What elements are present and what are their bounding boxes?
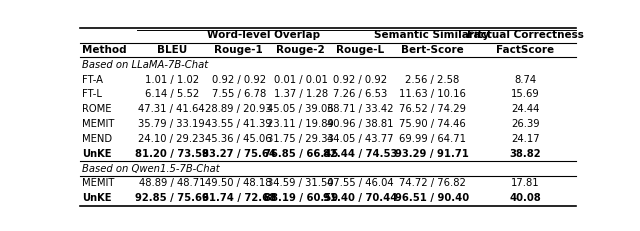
Text: 24.17: 24.17	[511, 134, 540, 144]
Text: Method: Method	[83, 45, 127, 55]
Text: 43.55 / 41.39: 43.55 / 41.39	[205, 119, 272, 129]
Text: FT-A: FT-A	[83, 75, 104, 85]
Text: 93.29 / 91.71: 93.29 / 91.71	[396, 149, 469, 159]
Text: 74.72 / 76.82: 74.72 / 76.82	[399, 178, 465, 188]
Text: Semantic Similarity: Semantic Similarity	[374, 30, 490, 40]
Text: 2.56 / 2.58: 2.56 / 2.58	[405, 75, 460, 85]
Text: 47.55 / 46.04: 47.55 / 46.04	[327, 178, 394, 188]
Text: Factual Correctness: Factual Correctness	[467, 30, 584, 40]
Text: 24.10 / 29.23: 24.10 / 29.23	[138, 134, 205, 144]
Text: 8.74: 8.74	[514, 75, 536, 85]
Text: 91.74 / 72.68: 91.74 / 72.68	[202, 193, 276, 203]
Text: 44.05 / 43.77: 44.05 / 43.77	[327, 134, 394, 144]
Text: 38.82: 38.82	[509, 149, 541, 159]
Text: 17.81: 17.81	[511, 178, 540, 188]
Text: Bert-Score: Bert-Score	[401, 45, 463, 55]
Text: MEMIT: MEMIT	[83, 178, 115, 188]
Text: 38.71 / 33.42: 38.71 / 33.42	[327, 104, 394, 114]
Text: MEMIT: MEMIT	[83, 119, 115, 129]
Text: Word-level Overlap: Word-level Overlap	[207, 30, 320, 40]
Text: 31.75 / 29.33: 31.75 / 29.33	[268, 134, 334, 144]
Text: 0.01 / 0.01: 0.01 / 0.01	[274, 75, 328, 85]
Text: 48.89 / 48.71: 48.89 / 48.71	[138, 178, 205, 188]
Text: 15.69: 15.69	[511, 89, 540, 99]
Text: Based on Qwen1.5-7B-Chat: Based on Qwen1.5-7B-Chat	[83, 164, 220, 173]
Text: 69.99 / 64.71: 69.99 / 64.71	[399, 134, 466, 144]
Text: 34.59 / 31.50: 34.59 / 31.50	[268, 178, 334, 188]
Text: UnKE: UnKE	[83, 193, 112, 203]
Text: ROME: ROME	[83, 104, 112, 114]
Text: Rouge-L: Rouge-L	[336, 45, 384, 55]
Text: Rouge-1: Rouge-1	[214, 45, 263, 55]
Text: Based on LLaMA-7B-Chat: Based on LLaMA-7B-Chat	[83, 60, 209, 70]
Text: 91.40 / 70.44: 91.40 / 70.44	[323, 193, 397, 203]
Text: 96.51 / 90.40: 96.51 / 90.40	[395, 193, 469, 203]
Text: 92.85 / 75.66: 92.85 / 75.66	[135, 193, 209, 203]
Text: 75.90 / 74.46: 75.90 / 74.46	[399, 119, 465, 129]
Text: 83.27 / 75.64: 83.27 / 75.64	[202, 149, 276, 159]
Text: 49.50 / 48.18: 49.50 / 48.18	[205, 178, 272, 188]
Text: 7.55 / 6.78: 7.55 / 6.78	[212, 89, 266, 99]
Text: 11.63 / 10.16: 11.63 / 10.16	[399, 89, 465, 99]
Text: 40.08: 40.08	[509, 193, 541, 203]
Text: 0.92 / 0.92: 0.92 / 0.92	[212, 75, 266, 85]
Text: MEND: MEND	[83, 134, 113, 144]
Text: FactScore: FactScore	[496, 45, 554, 55]
Text: 35.79 / 33.19: 35.79 / 33.19	[138, 119, 205, 129]
Text: 81.20 / 73.59: 81.20 / 73.59	[135, 149, 209, 159]
Text: 47.31 / 41.64: 47.31 / 41.64	[138, 104, 205, 114]
Text: 1.37 / 1.28: 1.37 / 1.28	[274, 89, 328, 99]
Text: 45.36 / 45.06: 45.36 / 45.06	[205, 134, 272, 144]
Text: 28.89 / 20.93: 28.89 / 20.93	[205, 104, 272, 114]
Text: 1.01 / 1.02: 1.01 / 1.02	[145, 75, 199, 85]
Text: 7.26 / 6.53: 7.26 / 6.53	[333, 89, 387, 99]
Text: 45.05 / 39.06: 45.05 / 39.06	[268, 104, 334, 114]
Text: 0.92 / 0.92: 0.92 / 0.92	[333, 75, 387, 85]
Text: 88.19 / 60.59: 88.19 / 60.59	[264, 193, 338, 203]
Text: 24.44: 24.44	[511, 104, 540, 114]
Text: 23.11 / 19.89: 23.11 / 19.89	[268, 119, 334, 129]
Text: 26.39: 26.39	[511, 119, 540, 129]
Text: 76.85 / 66.45: 76.85 / 66.45	[264, 149, 338, 159]
Text: FT-L: FT-L	[83, 89, 102, 99]
Text: 40.96 / 38.81: 40.96 / 38.81	[327, 119, 394, 129]
Text: UnKE: UnKE	[83, 149, 112, 159]
Text: 6.14 / 5.52: 6.14 / 5.52	[145, 89, 199, 99]
Text: BLEU: BLEU	[157, 45, 187, 55]
Text: 82.44 / 74.53: 82.44 / 74.53	[323, 149, 397, 159]
Text: Rouge-2: Rouge-2	[276, 45, 325, 55]
Text: 76.52 / 74.29: 76.52 / 74.29	[399, 104, 466, 114]
